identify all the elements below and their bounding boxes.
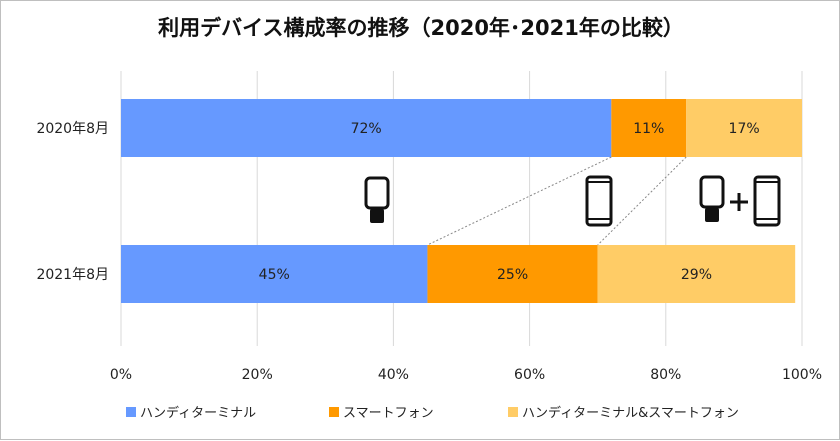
legend-label: スマートフォン	[343, 406, 434, 421]
chart-title: 利用デバイス構成率の推移（2020年･2021年の比較）	[158, 16, 684, 40]
handy-terminal-plus-smartphone-icon	[699, 175, 781, 227]
connector-line	[427, 156, 612, 246]
x-tick-label: 0%	[110, 367, 132, 383]
legend-swatch	[126, 407, 136, 417]
x-tick-label: 40%	[378, 367, 409, 383]
legend-label: ハンディターミナル	[140, 405, 256, 421]
data-label: 72%	[351, 121, 382, 137]
handy-terminal-icon	[364, 176, 390, 223]
legend-swatch	[508, 407, 518, 417]
bar-segment	[597, 245, 796, 303]
x-tick-label: 80%	[650, 367, 681, 383]
x-tick-labels: 0% 20% 40% 60% 80% 100%	[110, 367, 822, 383]
connector-line	[597, 156, 687, 246]
data-label: 17%	[729, 121, 760, 137]
legend-label: ハンディターミナル&スマートフォン	[522, 405, 739, 421]
x-tick-label: 20%	[242, 367, 273, 383]
bar-segment	[121, 245, 428, 303]
bar-segment	[611, 99, 687, 157]
bar-segment	[121, 99, 612, 157]
legend-swatch	[329, 407, 339, 417]
x-tick-label: 100%	[782, 367, 822, 383]
x-tick-label: 60%	[514, 367, 545, 383]
series-connectors	[427, 156, 687, 246]
category-labels: 2020年8月 2021年8月	[36, 121, 109, 283]
legend: ハンディターミナル スマートフォン ハンディターミナル&スマートフォン	[126, 405, 739, 421]
data-label: 11%	[633, 121, 664, 137]
smartphone-icon	[585, 175, 613, 227]
bar-segment	[427, 245, 598, 303]
data-label: 29%	[681, 267, 712, 283]
bar-segment	[686, 99, 802, 157]
category-label: 2020年8月	[36, 121, 109, 137]
data-label: 45%	[259, 267, 290, 283]
data-label: 25%	[497, 267, 528, 283]
bars: 72% 11% 17% 45% 25% 29%	[121, 99, 802, 303]
category-label: 2021年8月	[36, 267, 109, 283]
